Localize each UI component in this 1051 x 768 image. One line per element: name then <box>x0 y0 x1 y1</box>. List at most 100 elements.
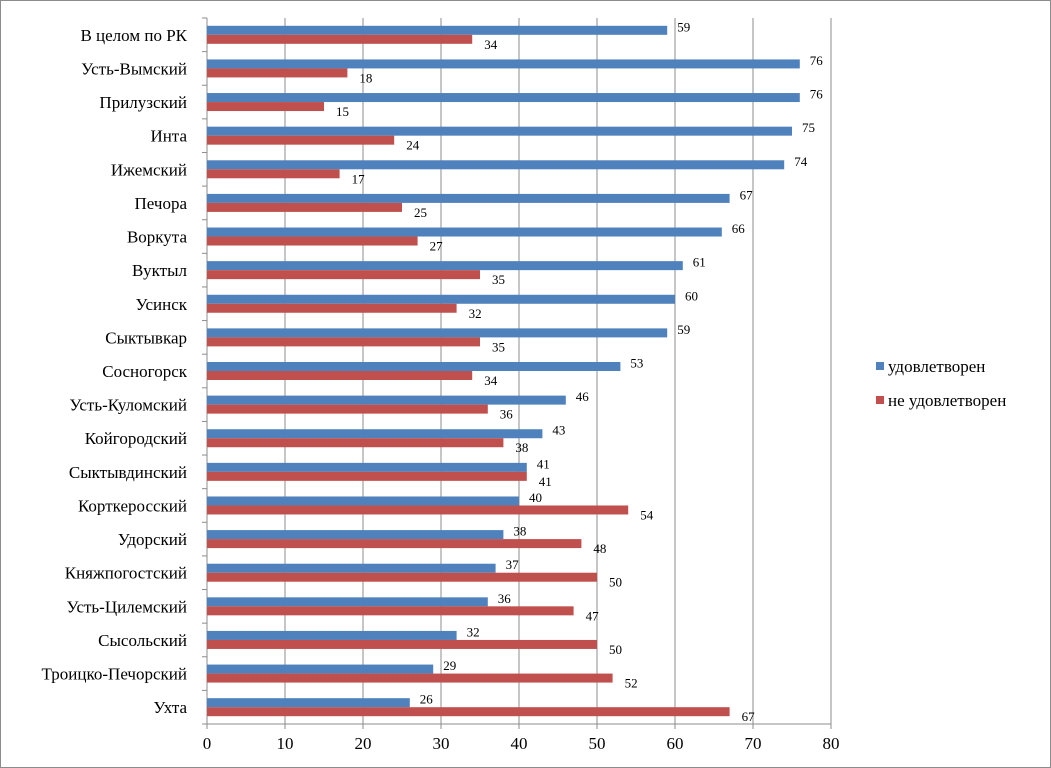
bar-ne-udovletvoren <box>207 68 348 78</box>
bar-udovletvoren <box>207 25 668 35</box>
bar-ne-udovletvoren <box>207 639 597 649</box>
data-label-ne-udovletvoren: 47 <box>586 608 600 623</box>
data-label-udovletvoren: 38 <box>513 524 526 539</box>
category-label: Троицко-Печорский <box>42 665 187 684</box>
bar-ne-udovletvoren <box>207 673 613 683</box>
bar-udovletvoren <box>207 664 434 674</box>
bar-ne-udovletvoren <box>207 169 340 179</box>
bar-udovletvoren <box>207 160 785 170</box>
bar-ne-udovletvoren <box>207 303 457 313</box>
data-label-udovletvoren: 43 <box>552 423 565 438</box>
bar-udovletvoren <box>207 496 519 506</box>
category-label: Вуктыл <box>132 261 188 280</box>
bar-udovletvoren <box>207 362 621 371</box>
category-label: Ижемский <box>111 160 187 179</box>
data-label-udovletvoren: 29 <box>443 658 456 673</box>
category-label: Прилузский <box>99 93 187 112</box>
data-label-ne-udovletvoren: 36 <box>500 407 514 422</box>
category-label: Княжпогостский <box>65 564 187 583</box>
data-label-udovletvoren: 40 <box>529 490 542 505</box>
data-label-udovletvoren: 46 <box>576 389 590 404</box>
bar-udovletvoren <box>207 227 722 237</box>
data-label-ne-udovletvoren: 24 <box>406 138 420 153</box>
bar-udovletvoren <box>207 597 488 607</box>
data-label-udovletvoren: 75 <box>802 120 815 135</box>
data-label-udovletvoren: 59 <box>677 322 690 337</box>
data-label-ne-udovletvoren: 41 <box>539 474 552 489</box>
category-label: В целом по РК <box>80 26 187 45</box>
category-label: Сысольский <box>98 631 187 650</box>
category-label: Усть-Вымский <box>81 59 187 78</box>
bar-udovletvoren <box>207 193 730 203</box>
data-label-udovletvoren: 36 <box>498 591 512 606</box>
category-label: Сыктывкар <box>105 328 187 347</box>
category-label: Инта <box>150 127 187 146</box>
category-label: Усинск <box>135 295 187 314</box>
x-tick-label: 80 <box>823 734 840 753</box>
data-label-ne-udovletvoren: 15 <box>336 104 349 119</box>
bar-ne-udovletvoren <box>207 202 402 212</box>
x-tick-label: 30 <box>433 734 450 753</box>
bar-ne-udovletvoren <box>207 371 473 380</box>
bar-udovletvoren <box>207 395 566 405</box>
x-tick-label: 70 <box>745 734 762 753</box>
data-label-ne-udovletvoren: 50 <box>609 575 622 590</box>
category-label: Удорский <box>118 530 187 549</box>
bar-udovletvoren <box>207 530 504 540</box>
bar-ne-udovletvoren <box>207 337 480 347</box>
data-label-ne-udovletvoren: 34 <box>484 37 498 52</box>
bar-udovletvoren <box>207 126 792 136</box>
category-label: Койгородский <box>85 429 187 448</box>
data-label-ne-udovletvoren: 54 <box>640 507 654 522</box>
data-label-udovletvoren: 67 <box>740 187 754 202</box>
x-tick-label: 40 <box>511 734 528 753</box>
data-label-ne-udovletvoren: 32 <box>469 306 482 321</box>
category-label: Сыктывдинский <box>69 463 187 482</box>
data-label-udovletvoren: 61 <box>693 255 706 270</box>
bar-ne-udovletvoren <box>207 404 488 414</box>
data-label-ne-udovletvoren: 35 <box>492 272 505 287</box>
data-label-udovletvoren: 76 <box>810 87 824 102</box>
data-label-udovletvoren: 37 <box>506 557 519 572</box>
category-label: Сосногорск <box>102 362 188 381</box>
legend-label-udovletvoren: удовлетворен <box>888 357 985 376</box>
bar-ne-udovletvoren <box>207 438 504 448</box>
bar-ne-udovletvoren <box>207 236 418 246</box>
data-label-ne-udovletvoren: 35 <box>492 339 505 354</box>
legend-label-ne-udovletvoren: не удовлетворен <box>888 391 1006 410</box>
data-label-ne-udovletvoren: 48 <box>593 541 606 556</box>
data-label-ne-udovletvoren: 67 <box>742 709 756 724</box>
bar-ne-udovletvoren <box>207 606 574 616</box>
category-label: Печора <box>135 194 188 213</box>
bar-ne-udovletvoren <box>207 102 324 112</box>
data-label-ne-udovletvoren: 18 <box>359 70 372 85</box>
data-label-ne-udovletvoren: 34 <box>484 373 498 388</box>
data-label-ne-udovletvoren: 17 <box>352 171 366 186</box>
x-tick-label: 60 <box>667 734 684 753</box>
data-label-ne-udovletvoren: 38 <box>515 440 528 455</box>
bar-ne-udovletvoren <box>207 270 480 280</box>
bar-udovletvoren <box>207 698 410 708</box>
x-tick-label: 10 <box>277 734 294 753</box>
data-label-udovletvoren: 53 <box>630 356 643 371</box>
bar-ne-udovletvoren <box>207 505 629 515</box>
bar-udovletvoren <box>207 462 527 472</box>
data-label-ne-udovletvoren: 50 <box>609 642 622 657</box>
data-label-udovletvoren: 74 <box>794 154 808 169</box>
category-label: Усть-Куломский <box>69 396 187 415</box>
legend-swatch-ne-udovletvoren <box>876 396 884 404</box>
bar-ne-udovletvoren <box>207 707 730 717</box>
data-label-udovletvoren: 60 <box>685 288 698 303</box>
bar-ne-udovletvoren <box>207 539 582 549</box>
bar-ne-udovletvoren <box>207 34 473 44</box>
data-label-udovletvoren: 32 <box>467 624 480 639</box>
x-tick-label: 50 <box>589 734 606 753</box>
category-label: Корткеросский <box>78 496 187 515</box>
bar-udovletvoren <box>207 93 800 103</box>
bar-ne-udovletvoren <box>207 135 395 145</box>
bar-udovletvoren <box>207 294 675 304</box>
data-label-ne-udovletvoren: 27 <box>430 239 444 254</box>
data-label-udovletvoren: 26 <box>420 692 434 707</box>
data-label-udovletvoren: 59 <box>677 19 690 34</box>
